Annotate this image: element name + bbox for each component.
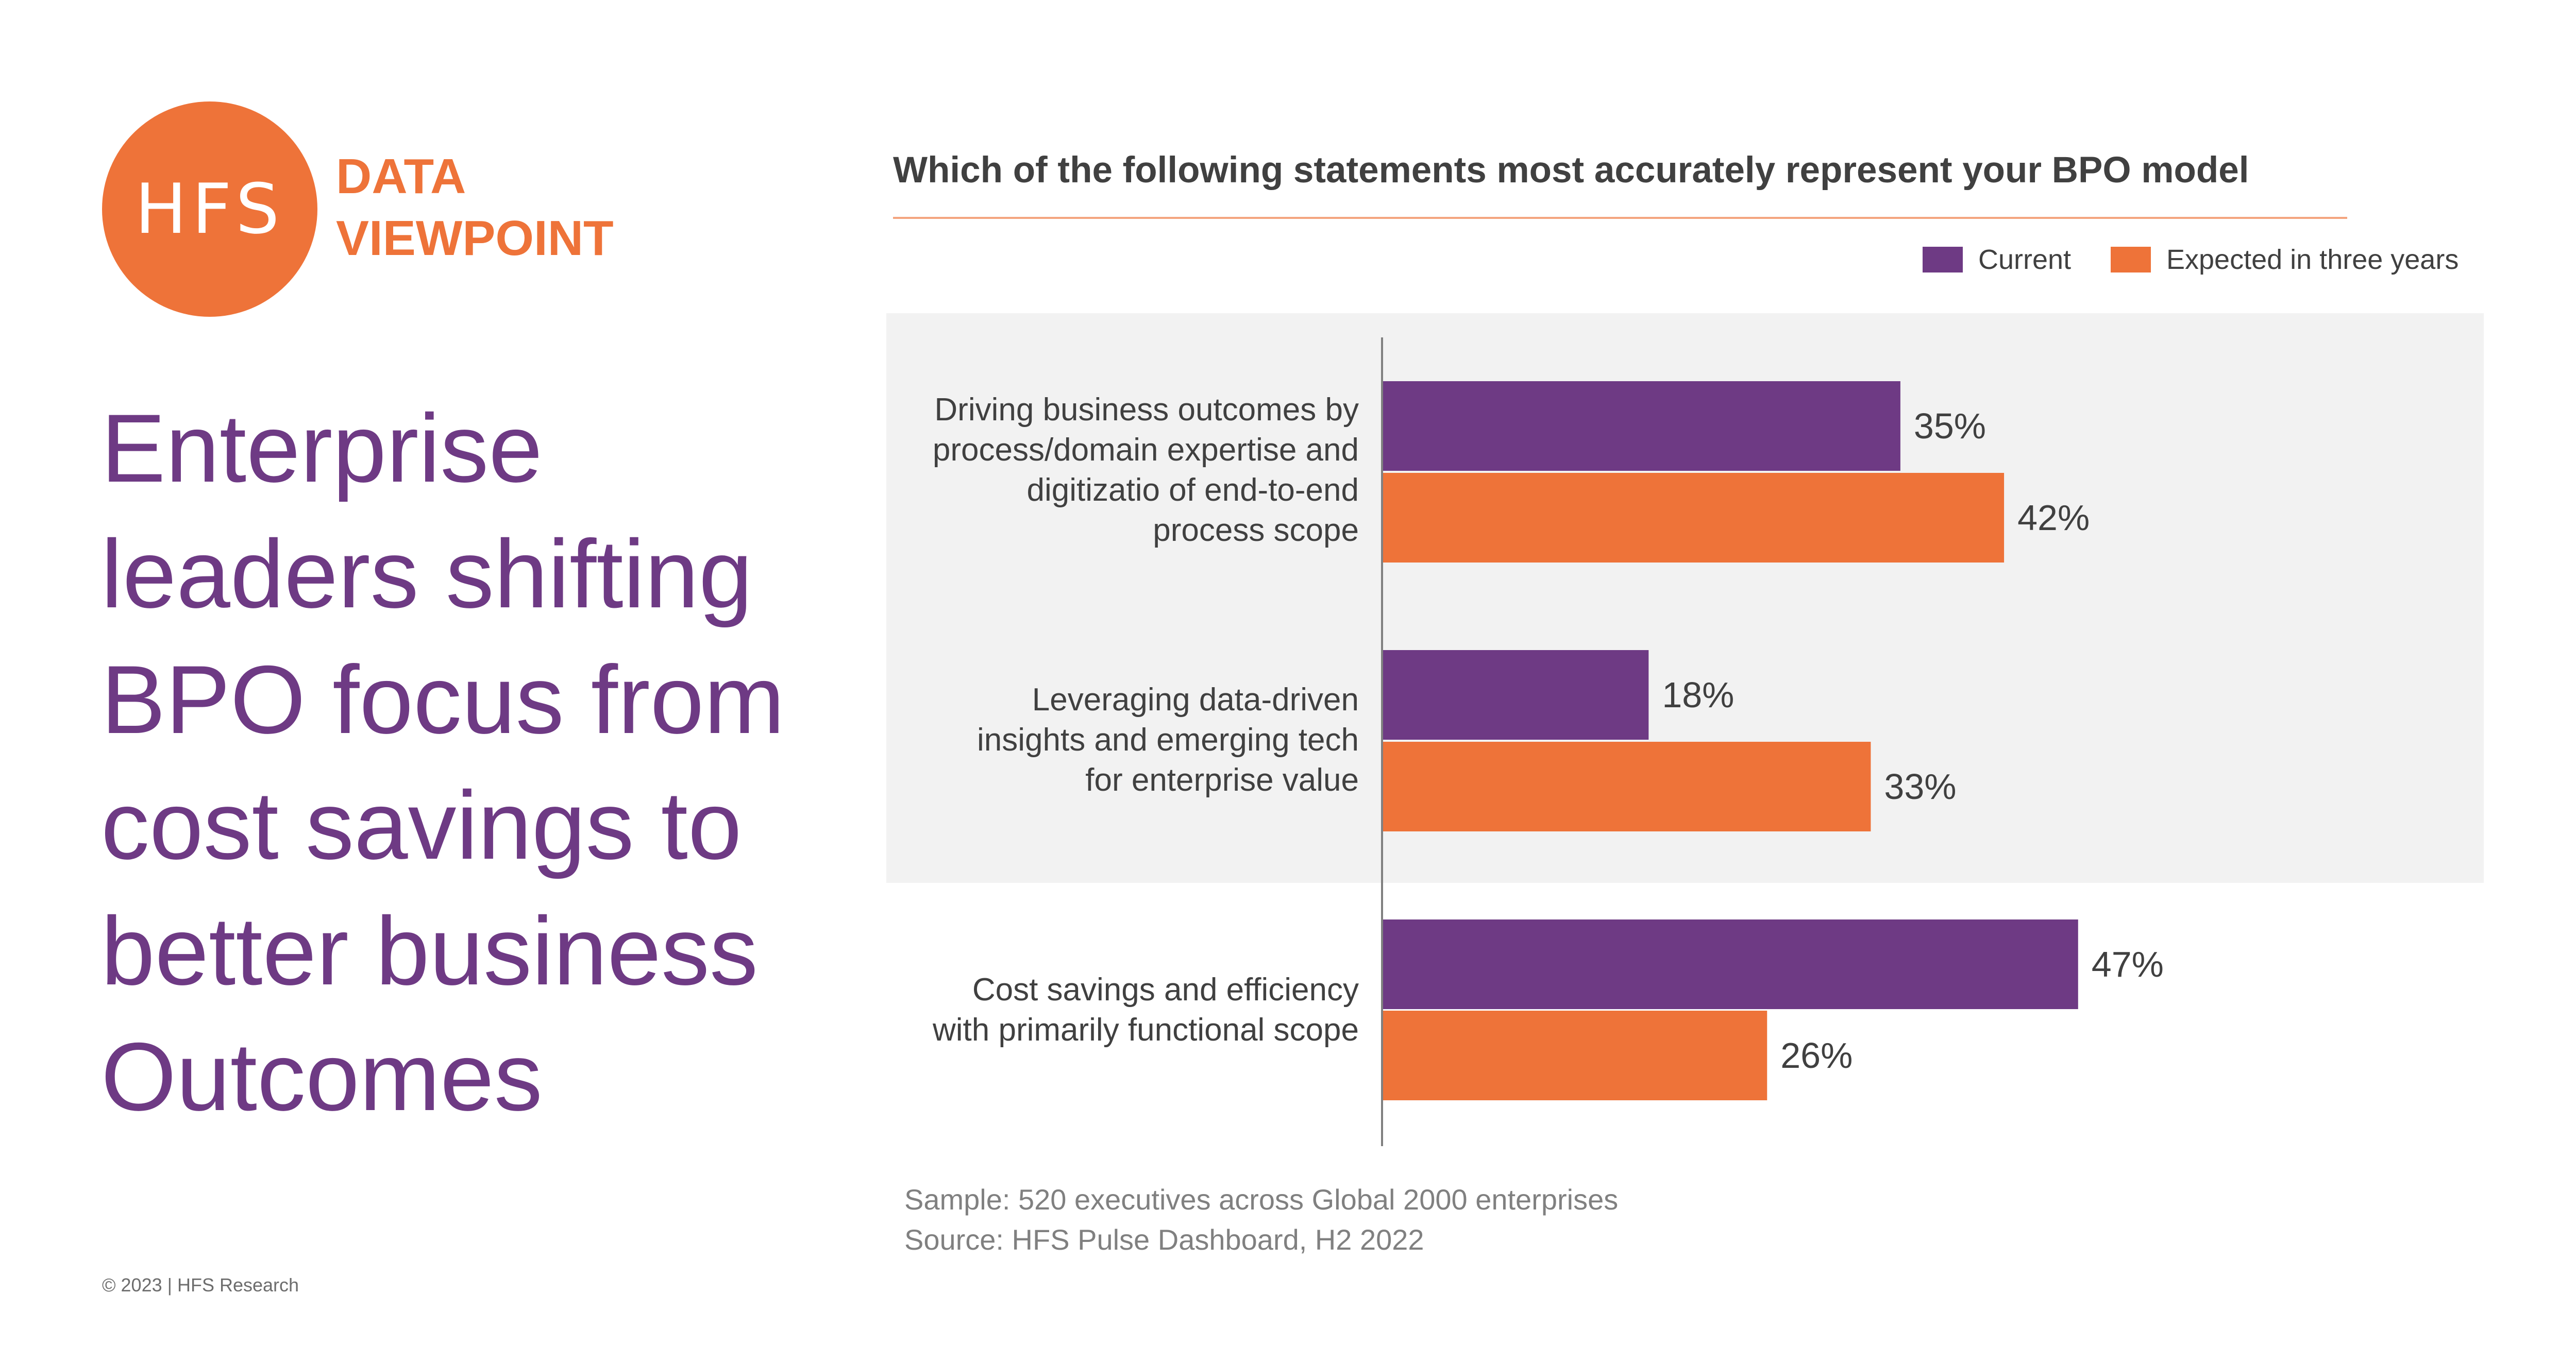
category-label-line: Cost savings and efficiency <box>972 972 1359 1008</box>
bar-expected <box>1382 1011 1767 1100</box>
data-label-current: 18% <box>1662 675 1734 715</box>
legend-item-expected: Expected in three years <box>2111 244 2459 275</box>
legend-swatch-expected <box>2111 247 2151 272</box>
headline-line: better business <box>101 897 758 1005</box>
bar-expected <box>1382 473 2005 563</box>
category-label-line: process/domain expertise and <box>932 432 1359 468</box>
category-label-line: with primarily functional scope <box>932 1012 1359 1048</box>
data-label-expected: 26% <box>1780 1035 1853 1076</box>
headline-line: cost savings to <box>101 771 742 879</box>
brand-data-label: DATA <box>336 149 466 204</box>
logo-text: HFS <box>134 169 285 249</box>
bar-current <box>1382 381 1900 471</box>
headline-line: leaders shifting <box>101 520 753 628</box>
category-label: Driving business outcomes by process/dom… <box>933 390 1359 551</box>
sample-note: Sample: 520 executives across Global 200… <box>904 1183 1619 1216</box>
bar-expected <box>1382 742 1871 831</box>
brand-viewpoint-label: VIEWPOINT <box>336 211 614 266</box>
copyright-notice: © 2023 | HFS Research <box>102 1274 299 1296</box>
legend-label-current: Current <box>1978 244 2072 275</box>
title-divider <box>893 217 2347 219</box>
category-label: Leveraging data-driven insights and emer… <box>977 680 1359 800</box>
category-label: Cost savings and efficiency with primari… <box>933 970 1359 1050</box>
category-label-line: insights and emerging tech <box>976 722 1359 758</box>
data-label-current: 47% <box>2092 944 2164 984</box>
category-label-line: digitizatio of end-to-end <box>1026 472 1359 508</box>
bar-current <box>1382 919 2078 1009</box>
legend-item-current: Current <box>1923 244 2072 275</box>
headline-line: Outcomes <box>101 1023 543 1131</box>
headline-line: BPO focus from <box>101 645 785 754</box>
data-label-expected: 42% <box>2017 498 2090 538</box>
headline-line: Enterprise <box>101 394 543 502</box>
category-label-line: for enterprise value <box>1085 762 1359 798</box>
headline: Enterprise leaders shifting BPO focus fr… <box>101 385 848 1139</box>
data-label-current: 35% <box>1914 406 1986 446</box>
category-label-line: Leveraging data-driven <box>1032 682 1359 718</box>
data-label-expected: 33% <box>1884 766 1956 807</box>
bar-current <box>1382 650 1649 740</box>
chart-title: Which of the following statements most a… <box>893 150 2249 191</box>
source-note: Source: HFS Pulse Dashboard, H2 2022 <box>904 1223 1424 1256</box>
chart-footnote: Sample: 520 executives across Global 200… <box>904 1180 1618 1260</box>
hfs-logo: HFS <box>102 101 317 317</box>
category-label-line: Driving business outcomes by <box>934 392 1359 428</box>
category-label-line: process scope <box>1153 513 1359 548</box>
legend-label-expected: Expected in three years <box>2166 244 2459 275</box>
legend-swatch-current <box>1923 247 1963 272</box>
